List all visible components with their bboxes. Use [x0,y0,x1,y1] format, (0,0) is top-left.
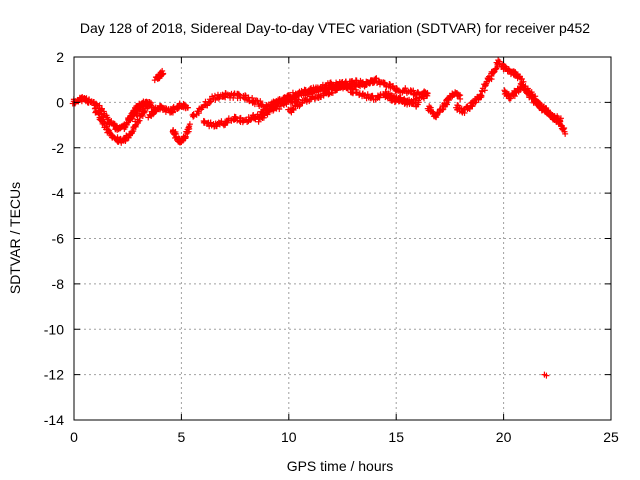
data-point [184,104,191,111]
series-outlier [541,371,550,379]
data-point [255,118,262,125]
data-point [182,135,189,142]
x-tick-label: 5 [178,429,186,445]
data-point [321,84,328,91]
series-track-e [145,100,191,121]
data-point [364,91,371,98]
data-point [496,58,503,65]
series-track-o [478,57,503,95]
series-track-f [169,121,193,146]
data-point [369,92,376,99]
x-axis-label: GPS time / hours [287,458,394,474]
data-point [252,116,259,123]
data-point [230,91,237,98]
y-tick-label: 2 [56,49,64,65]
data-point [181,101,188,108]
data-point [129,129,136,136]
y-tick-label: -2 [52,140,65,156]
data-point [338,79,345,86]
y-tick-label: -12 [44,367,64,383]
data-point [288,98,295,105]
y-tick-label: -6 [52,231,65,247]
data-point [457,92,464,99]
data-point [236,91,243,98]
data-point [376,94,383,101]
y-axis-label: SDTVAR / TECUs [7,182,23,294]
data-point [160,70,167,77]
gridlines [74,57,611,420]
data-point [270,107,277,114]
data-point [511,93,518,100]
data-point [362,92,369,99]
data-point [190,111,197,118]
data-point [350,80,357,87]
data-point [106,129,113,136]
data-point [186,121,193,128]
series-track-q [501,81,564,126]
data-point [562,130,569,137]
x-tick-label: 25 [603,429,619,445]
data-point [148,99,155,106]
data-point [247,116,254,123]
data-point [207,98,214,105]
data-point [482,82,489,89]
data-point [560,126,567,133]
chart-title: Day 128 of 2018, Sidereal Day-to-day VTE… [80,20,590,36]
series-track-c [124,98,157,126]
data-point [410,87,417,94]
series-track-b [91,103,151,146]
series-track-l [382,88,431,107]
data-point [373,75,380,82]
x-tick-label: 20 [496,429,512,445]
data-point [482,83,489,90]
data-point [366,80,373,87]
data-point [445,97,452,104]
data-point [186,125,193,132]
data-point [557,115,564,122]
data-point [424,92,431,99]
data-point [472,99,479,106]
x-tick-label: 0 [70,429,78,445]
data-point [543,372,550,379]
data-point [322,89,329,96]
x-tick-label: 10 [281,429,297,445]
data-point [519,82,526,89]
data-point [557,118,564,125]
x-tick-label: 15 [388,429,404,445]
series-track-d [151,67,167,84]
data-point [261,112,268,119]
y-tick-label: -10 [44,321,64,337]
data-point [490,69,497,76]
y-tick-label: -4 [52,185,65,201]
data-point [401,100,408,107]
data-point [270,104,277,111]
data-point [455,92,462,99]
data-point [141,108,148,115]
y-tick-label: 0 [56,94,64,110]
data-point [372,75,379,82]
data-points [69,57,569,379]
series-track-n [453,92,485,116]
data-point [237,95,244,102]
y-tick-label: -14 [44,412,64,428]
y-tick-label: -8 [52,276,65,292]
data-point [297,90,304,97]
series-track-m [424,89,464,121]
data-point [232,113,239,120]
data-point [182,134,189,141]
axes: 0 5 10 15 20 25 -14 -12 -10 -8 -6 -4 -2 0 2 [44,49,619,445]
data-point [276,106,283,113]
